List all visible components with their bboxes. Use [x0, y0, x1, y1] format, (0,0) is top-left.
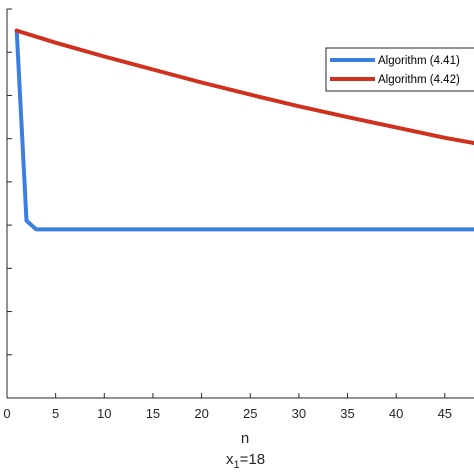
tick-labels: 0 5 10 15 20 25 30 35 40 45 — [3, 406, 452, 421]
legend-label-algorithm-442: Algorithm (4.42) — [378, 74, 460, 86]
caption-x: x — [226, 451, 234, 468]
x-axis-title: n — [241, 430, 249, 447]
series-layer — [14, 28, 474, 232]
series-line-algorithm-441 — [14, 28, 474, 232]
legend-box — [325, 47, 474, 92]
x-tick-label: 20 — [194, 406, 208, 421]
x-tick-label: 45 — [438, 406, 452, 421]
x-tick-label: 35 — [340, 406, 354, 421]
x-tick-label: 15 — [146, 406, 160, 421]
chart-caption: x1=18 — [226, 451, 265, 471]
series-line-algorithm-442 — [14, 28, 474, 145]
caption-subscript: 1 — [234, 459, 240, 471]
x-tick-label: 0 — [3, 406, 10, 421]
caption-value: =18 — [240, 451, 265, 468]
axes — [6, 8, 474, 399]
x-tick-label: 5 — [52, 406, 59, 421]
x-tick-label: 40 — [389, 406, 403, 421]
x-tick-label: 25 — [243, 406, 257, 421]
legend: Algorithm (4.41) Algorithm (4.42) — [325, 47, 474, 92]
legend-label-algorithm-441: Algorithm (4.41) — [378, 55, 460, 67]
x-tick-label: 10 — [97, 406, 111, 421]
x-tick-label: 30 — [292, 406, 306, 421]
